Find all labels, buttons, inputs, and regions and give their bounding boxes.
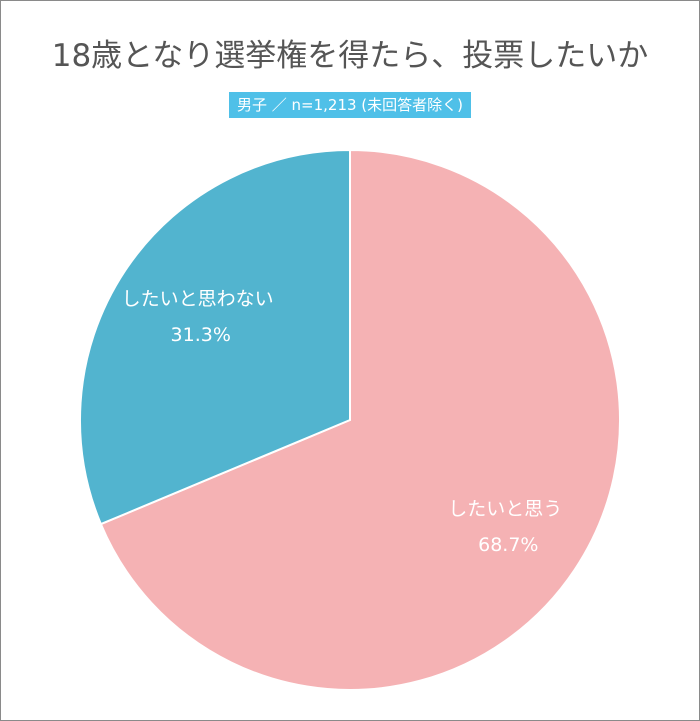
subtitle-wrap: 男子 ／ n=1,213 (未回答者除く) bbox=[0, 92, 700, 118]
pie-slice-do-not-want-to-vote bbox=[79, 148, 351, 526]
slice-value-want-to-vote: 68.7% bbox=[478, 534, 538, 556]
slice-name-want-to-vote: したいと思う bbox=[448, 498, 562, 520]
slice-name-do-not-want-to-vote: したいと思わない bbox=[122, 288, 274, 310]
slice-label-want-to-vote: したいと思う 68.7% bbox=[448, 498, 568, 556]
slice-label-do-not-want-to-vote: したいと思わない 31.3% bbox=[122, 288, 280, 346]
slice-value-do-not-want-to-vote: 31.3% bbox=[171, 324, 231, 346]
pie-slice-want-to-vote bbox=[99, 148, 621, 691]
chart-subtitle-badge: 男子 ／ n=1,213 (未回答者除く) bbox=[228, 92, 472, 118]
chart-title: 18歳となり選挙権を得たら、投票したいか bbox=[51, 38, 649, 74]
